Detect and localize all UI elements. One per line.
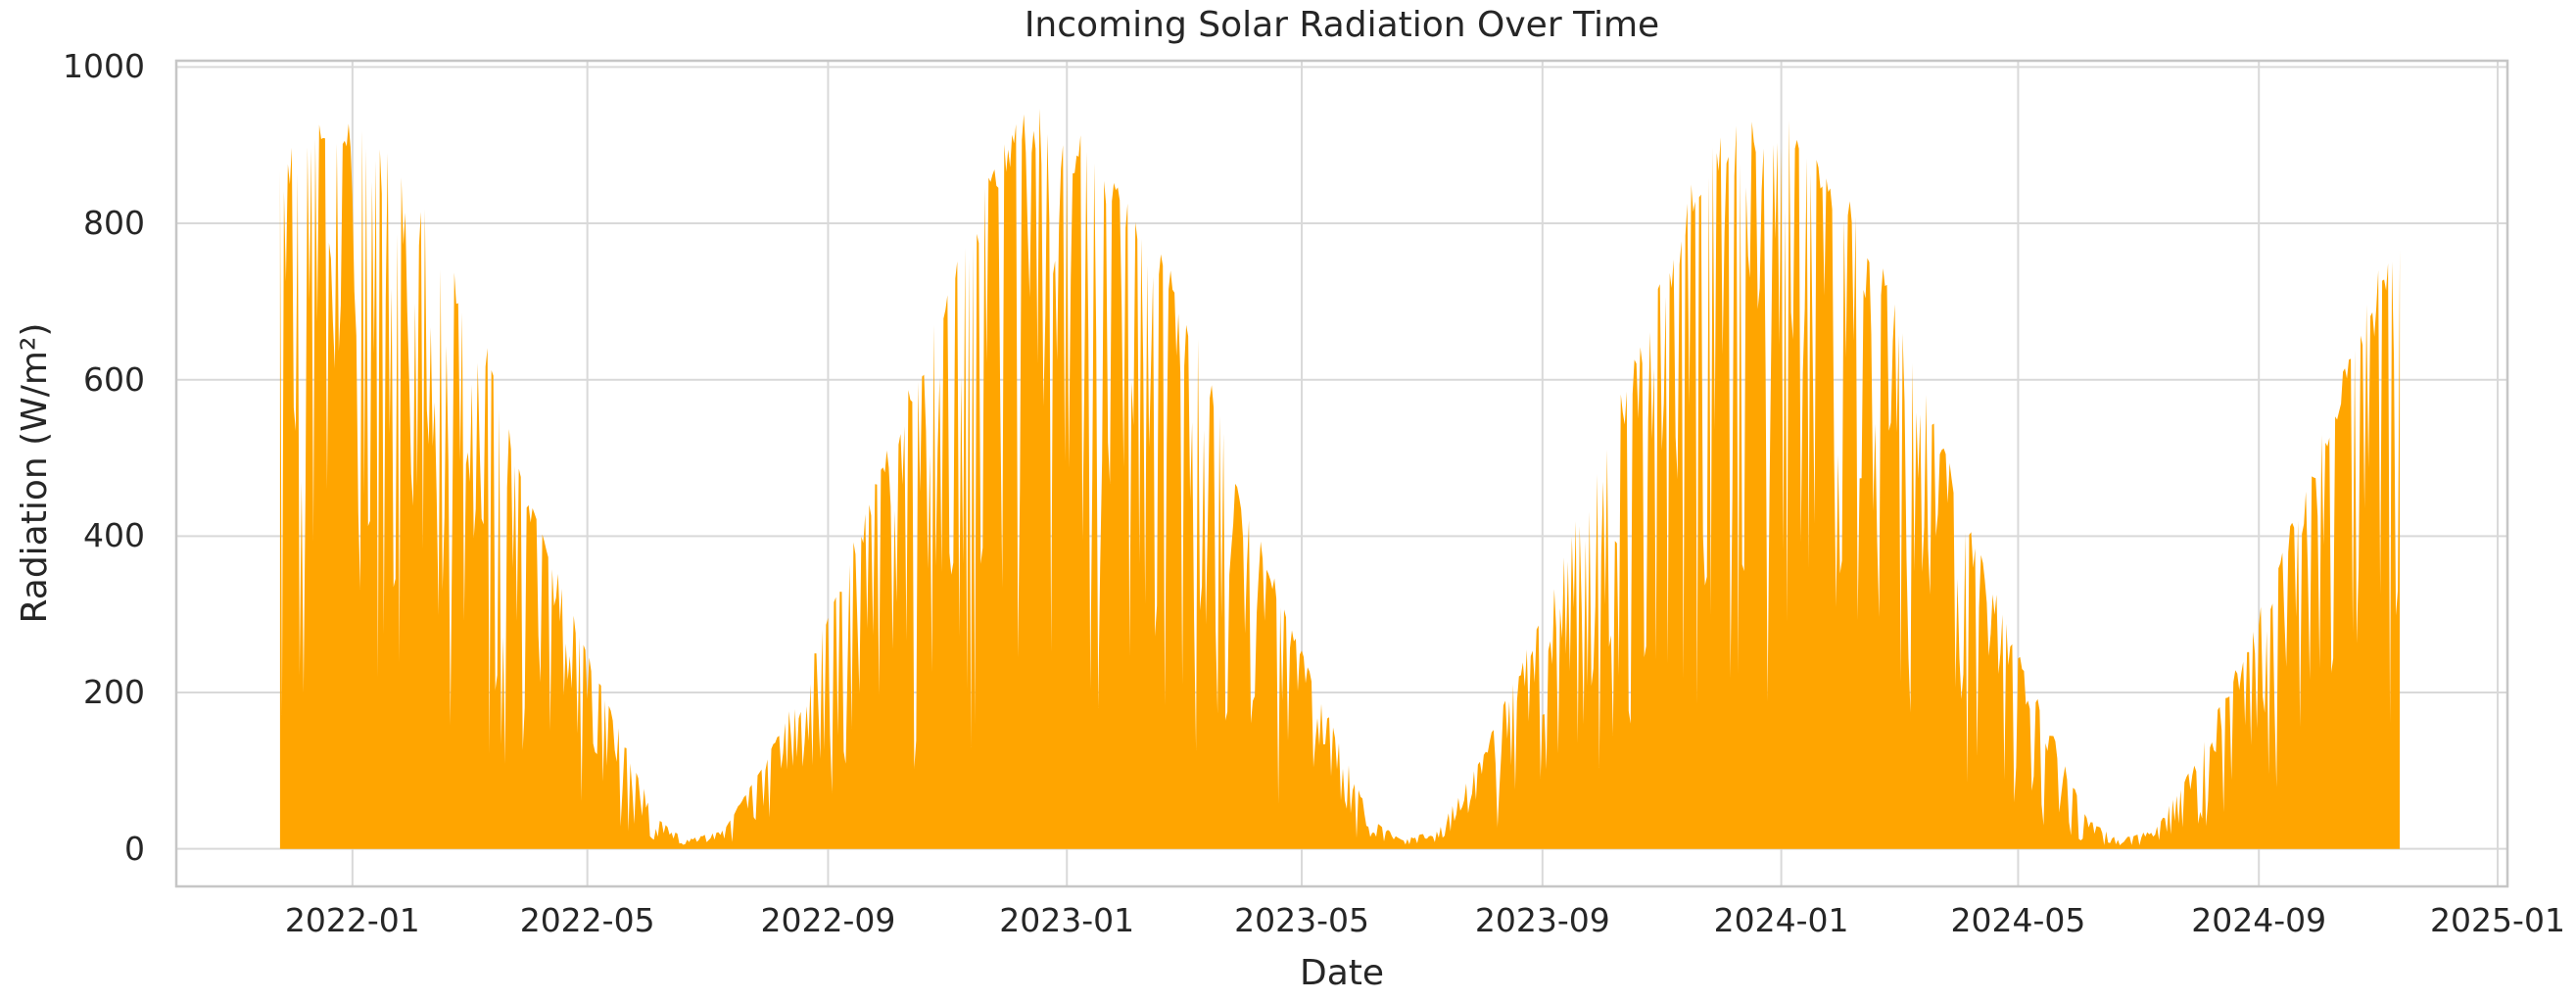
- x-tick-label: 2023-05: [1234, 901, 1369, 939]
- x-tick-label: 2022-05: [519, 901, 655, 939]
- x-tick-label: 2022-01: [284, 901, 420, 939]
- y-tick-label: 800: [83, 204, 145, 243]
- y-tick-label: 0: [124, 829, 145, 868]
- x-tick-label: 2024-01: [1713, 901, 1849, 939]
- y-tick-label: 600: [83, 359, 145, 399]
- x-tick-label: 2023-09: [1474, 901, 1610, 939]
- x-tick-label: 2024-05: [1950, 901, 2086, 939]
- x-axis-label: Date: [1299, 953, 1385, 993]
- radiation-area-series: [279, 109, 2401, 849]
- y-tick-label: 400: [83, 516, 145, 555]
- x-tick-label: 2022-09: [760, 901, 896, 939]
- x-tick-label: 2025-01: [2430, 901, 2565, 939]
- x-tick-label: 2024-09: [2191, 901, 2327, 939]
- axes-spines: [174, 59, 2509, 888]
- y-tick-label: 200: [83, 673, 145, 712]
- y-tick-label: 1000: [63, 47, 145, 86]
- chart-title: Incoming Solar Radiation Over Time: [1024, 5, 1660, 45]
- x-tick-label: 2023-01: [999, 901, 1135, 939]
